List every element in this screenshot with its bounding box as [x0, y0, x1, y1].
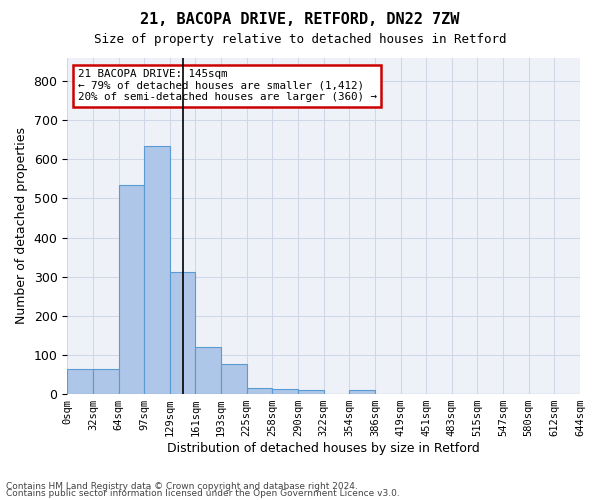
- Bar: [272, 390, 298, 394]
- Bar: [349, 390, 375, 394]
- X-axis label: Distribution of detached houses by size in Retford: Distribution of detached houses by size …: [167, 442, 480, 455]
- Text: Size of property relative to detached houses in Retford: Size of property relative to detached ho…: [94, 32, 506, 46]
- Bar: [247, 388, 272, 394]
- Bar: [221, 364, 247, 394]
- Text: 21, BACOPA DRIVE, RETFORD, DN22 7ZW: 21, BACOPA DRIVE, RETFORD, DN22 7ZW: [140, 12, 460, 28]
- Bar: [298, 390, 323, 394]
- Bar: [93, 368, 119, 394]
- Bar: [144, 146, 170, 394]
- Y-axis label: Number of detached properties: Number of detached properties: [15, 128, 28, 324]
- Bar: [170, 272, 196, 394]
- Text: 21 BACOPA DRIVE: 145sqm
← 79% of detached houses are smaller (1,412)
20% of semi: 21 BACOPA DRIVE: 145sqm ← 79% of detache…: [77, 70, 377, 102]
- Bar: [119, 184, 144, 394]
- Text: Contains HM Land Registry data © Crown copyright and database right 2024.: Contains HM Land Registry data © Crown c…: [6, 482, 358, 491]
- Text: Contains public sector information licensed under the Open Government Licence v3: Contains public sector information licen…: [6, 490, 400, 498]
- Bar: [196, 347, 221, 394]
- Bar: [67, 368, 93, 394]
